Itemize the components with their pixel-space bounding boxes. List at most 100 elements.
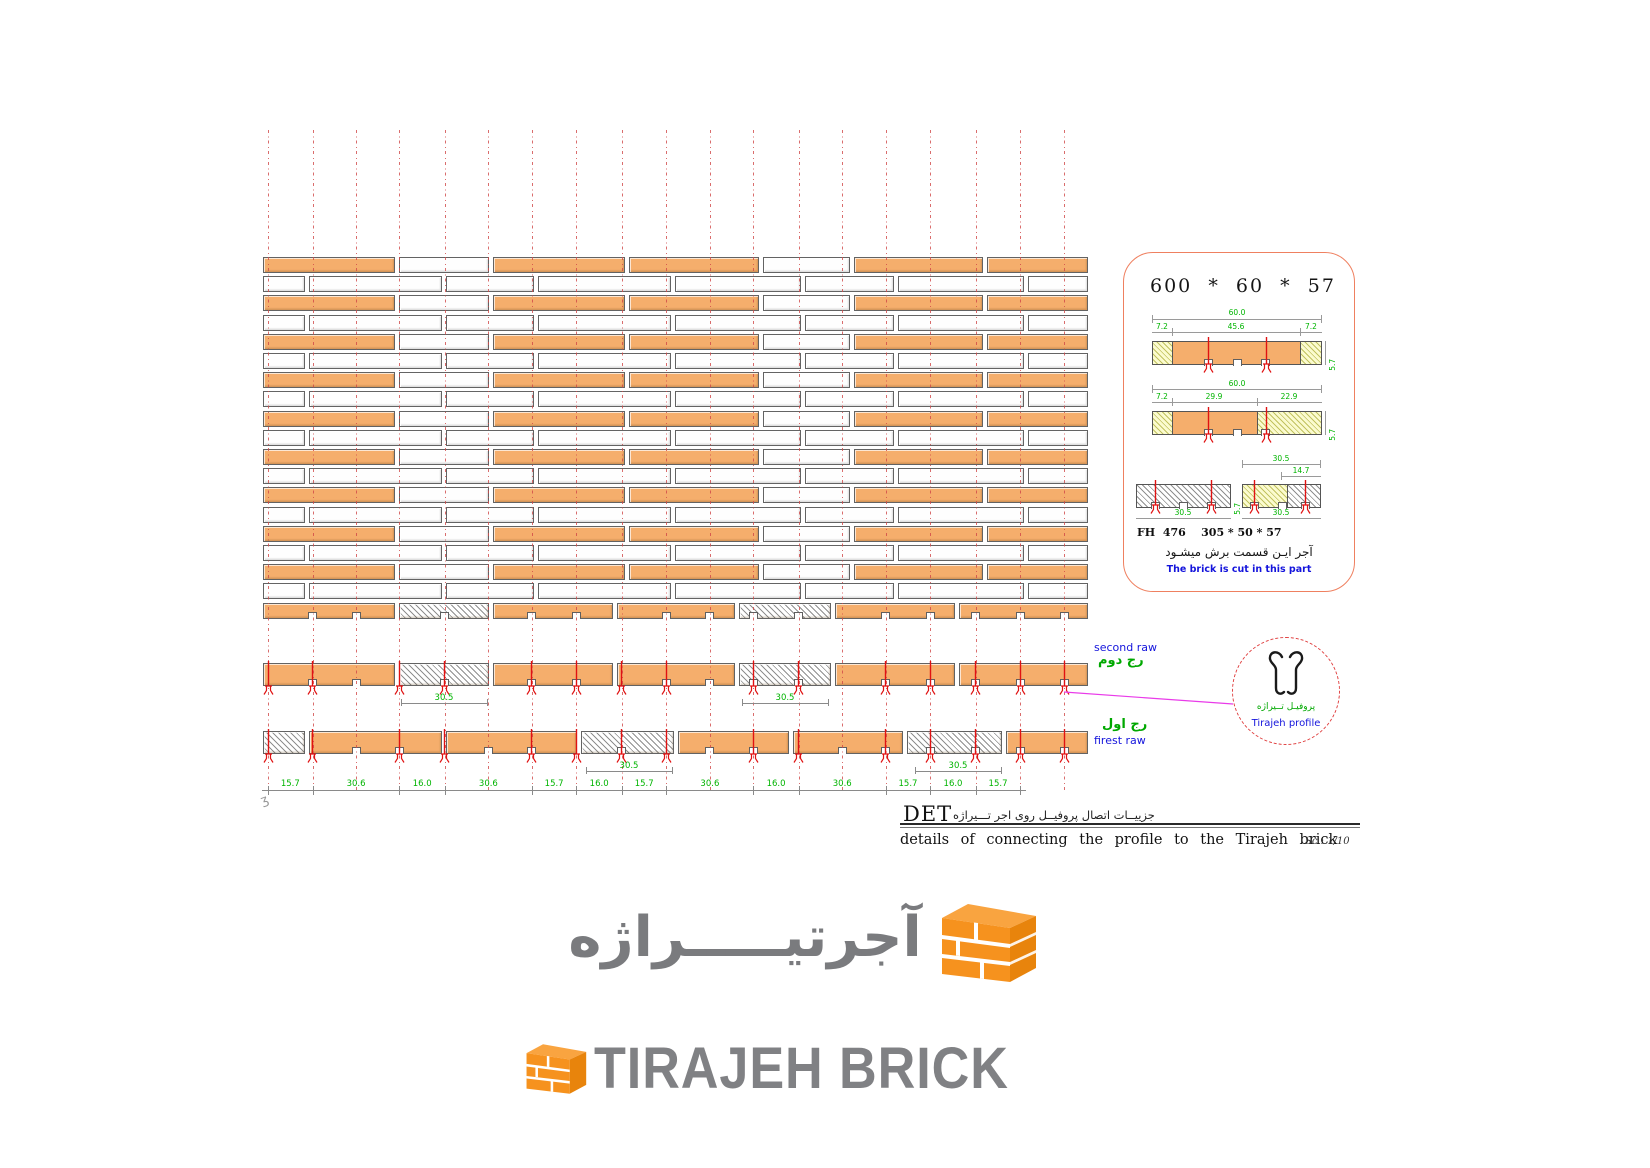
dim-tick: [487, 699, 488, 706]
wall-row: [263, 525, 1088, 542]
brick-white: [538, 314, 671, 331]
profile-clip-icon: [1015, 729, 1026, 763]
brick-white: [762, 410, 851, 427]
brick-white: [674, 468, 802, 485]
brick-white: [897, 583, 1024, 600]
brick-code-label: FH 476 305 * 50 * 57: [1137, 526, 1282, 539]
brick-white: [445, 314, 535, 331]
brick: [854, 487, 984, 504]
panel-caption-fa: آجر ایـن قسمت برش میشـود: [1165, 545, 1313, 559]
wall-row: [263, 487, 1088, 504]
dim-label: 16.0: [766, 779, 786, 789]
brick: [854, 295, 984, 312]
brick-white: [762, 372, 851, 389]
brick-white: [309, 468, 442, 485]
brick: [629, 525, 759, 542]
wall-row: [263, 468, 1088, 485]
brick-white: [1027, 429, 1088, 446]
brick-white: [538, 506, 671, 523]
dim-a: 7.2: [1156, 322, 1168, 331]
detail-title: DET: [903, 802, 953, 826]
profile-clip-icon: [748, 661, 759, 695]
dim-tick: [1001, 767, 1002, 774]
second-row-label-en: second raw: [1094, 641, 1157, 654]
dim-tick: [1300, 328, 1301, 336]
wall-row: [263, 583, 1088, 600]
cut-dim-label: 30.5: [948, 761, 968, 771]
dim-label: 15.7: [544, 779, 564, 789]
dimension-line: [262, 790, 1026, 791]
profile-label-en: Tirajeh profile: [1251, 718, 1321, 729]
brick-white: [762, 333, 851, 350]
dim-tick: [576, 786, 578, 795]
dim-tick: [1172, 398, 1173, 406]
dim-label: 16.0: [412, 779, 432, 789]
brick-white: [309, 429, 442, 446]
brick: [987, 487, 1088, 504]
brick-white: [1027, 506, 1088, 523]
brick: [629, 372, 759, 389]
brick-white: [674, 276, 802, 293]
brick-white: [309, 391, 442, 408]
brick-white: [897, 429, 1024, 446]
dim-label: 30.6: [478, 779, 498, 789]
notch: [1261, 359, 1270, 366]
brick: [263, 410, 396, 427]
brick: [854, 372, 984, 389]
dim-label: 15.7: [898, 779, 918, 789]
dim-below2: 30.5: [1272, 508, 1290, 517]
dim-total: 60.0: [1228, 379, 1246, 388]
dim-line: [1152, 389, 1322, 390]
dim-tick: [1320, 460, 1321, 468]
brick-white: [263, 314, 306, 331]
brick-white: [805, 468, 894, 485]
brick: [629, 410, 759, 427]
brick: [987, 333, 1088, 350]
dim-label: 30.6: [700, 779, 720, 789]
profile-clip-icon: [262, 661, 274, 695]
leader-line: [1063, 691, 1234, 705]
profile-clip-icon: [880, 729, 891, 763]
brick-logo-icon: [942, 904, 1036, 982]
brick: [678, 731, 789, 754]
profile-clip-icon: [439, 729, 450, 763]
dim-tick: [268, 786, 269, 795]
brick-white: [897, 506, 1024, 523]
brick-white: [1027, 314, 1088, 331]
brick: [629, 333, 759, 350]
dim-tick: [798, 786, 800, 795]
profile-label-fa: پروفيـل تــيراژه: [1256, 702, 1316, 712]
dim-tick: [1172, 328, 1173, 336]
brick: [629, 257, 759, 273]
brick: [987, 257, 1088, 273]
brick: [263, 295, 396, 312]
brick: [263, 257, 396, 273]
brick-white: [538, 545, 671, 561]
dim-line: [1242, 518, 1321, 519]
brick-white: [762, 295, 851, 312]
cut-end: [1153, 342, 1173, 364]
brick-white: [538, 429, 671, 446]
construction-line: [753, 130, 755, 792]
profile-clip-icon: [970, 661, 981, 695]
brick-white: [805, 506, 894, 523]
profile-clip-icon: [661, 661, 672, 695]
brick-white: [1027, 391, 1088, 408]
brick: [493, 602, 613, 619]
construction-line: [444, 130, 446, 792]
dim-tick: [1152, 385, 1153, 393]
profile-clip-icon: [571, 729, 582, 763]
profile-clip-icon: [1203, 337, 1214, 373]
profile-clip-icon: [571, 661, 582, 695]
wall-row: [263, 295, 1088, 312]
wall-row: [263, 276, 1088, 293]
brick-white: [309, 314, 442, 331]
first-row-label-en: firest raw: [1094, 734, 1146, 747]
wall-row: [263, 257, 1088, 273]
brick-white: [674, 391, 802, 408]
brick: [493, 487, 626, 504]
notch: [1261, 429, 1270, 436]
brick-white: [263, 276, 306, 293]
brick-white: [309, 276, 442, 293]
brick-white: [805, 545, 894, 561]
